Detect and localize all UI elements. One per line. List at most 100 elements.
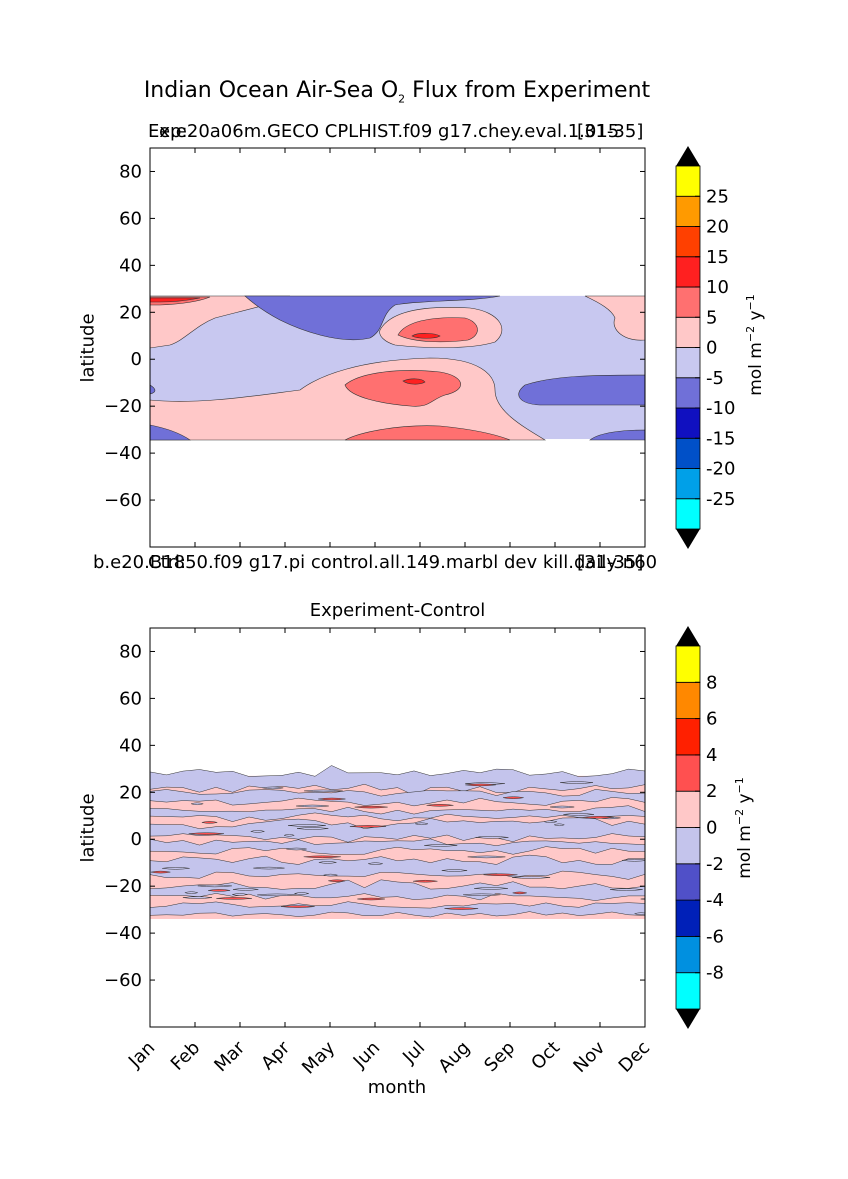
colorbar-segment: [675, 498, 701, 530]
y-tick-label: 20: [119, 302, 142, 323]
diff-streak: [293, 892, 310, 895]
x-tick-label: Dec: [615, 1037, 654, 1076]
diff-streak: [553, 823, 565, 827]
colorbar-extend-max: [676, 626, 700, 646]
x-tick-label: Jun: [349, 1037, 384, 1072]
panel2-y-ticks: 80 60 40 20 0 −20 −40 −60: [104, 641, 645, 991]
diff-streak: [475, 836, 509, 839]
colorbar-extend-min: [676, 529, 700, 549]
y-tick-label: −60: [104, 970, 142, 991]
colorbar-segment: [675, 407, 701, 439]
y-tick-label: 40: [119, 735, 142, 756]
colorbar-segment: [675, 718, 701, 756]
diff-streak: [253, 866, 285, 870]
contour-south-peak: [402, 378, 426, 385]
colorbar-tick-label: -8: [706, 963, 724, 984]
colorbar-segment: [675, 972, 701, 1010]
diff-streak: [286, 847, 307, 851]
diff-streak: [563, 813, 595, 816]
diff-streak: [288, 824, 326, 827]
colorbar-extend-min: [676, 1009, 700, 1029]
contour-ne-positive: [584, 295, 645, 341]
contour-south-mid: [344, 370, 461, 407]
diff-streak: [511, 891, 528, 895]
colorbar-segment: [675, 226, 701, 258]
diff-negative-band: [150, 854, 645, 880]
y-tick-label: 60: [119, 688, 142, 709]
contour-center-north-peak: [411, 333, 441, 339]
colorbar-extend-max: [676, 146, 700, 166]
x-tick-label: Oct: [527, 1037, 564, 1074]
panel1-subtitle-left: Exp:: [148, 121, 188, 142]
diff-streak: [349, 825, 387, 828]
diff-streak: [640, 898, 645, 900]
contour-north-negative: [244, 295, 501, 341]
colorbar-tick-label: -2: [706, 854, 724, 875]
diff-streak: [197, 884, 232, 888]
diff-streak: [444, 907, 479, 910]
panel1-plot-area: [150, 295, 645, 441]
figure-title: Indian Ocean Air-Sea O2 Flux from Experi…: [143, 78, 651, 106]
colorbar-segment: [675, 347, 701, 379]
diff-streak: [543, 820, 558, 823]
diff-streak: [328, 879, 346, 883]
x-tick-label: Feb: [167, 1037, 204, 1074]
y-tick-label: 20: [119, 782, 142, 803]
diff-streak: [184, 891, 199, 894]
diff-streak: [512, 876, 551, 879]
diff-streak: [609, 888, 643, 891]
diff-negative-band: [150, 817, 645, 843]
diff-streak: [622, 859, 645, 862]
colorbar-segment: [675, 165, 701, 197]
colorbar-segment: [675, 863, 701, 901]
diff-streak: [283, 834, 295, 837]
diff-streak: [150, 870, 171, 874]
colorbar-tick-label: -5: [706, 368, 724, 389]
colorbar-tick-label: 0: [706, 818, 717, 839]
diff-negative-band: [150, 765, 645, 796]
diff-streak: [322, 873, 339, 877]
diff-streak: [412, 879, 438, 883]
panel1-x-ticks: [149, 148, 646, 547]
diff-negative-band: [150, 838, 645, 855]
diff-streak: [280, 905, 315, 908]
x-tick-label: Apr: [257, 1037, 294, 1074]
colorbar-segment: [675, 256, 701, 288]
y-tick-label: 60: [119, 208, 142, 229]
diff-streak: [216, 897, 252, 900]
colorbar-tick-label: 0: [706, 338, 717, 359]
diff-streak: [354, 805, 388, 809]
panel2-title: Experiment-Control: [309, 600, 486, 621]
colorbar-tick-label: 20: [706, 217, 729, 238]
colorbar-segment: [675, 827, 701, 865]
x-tick-label: Nov: [569, 1037, 609, 1077]
diff-streak: [550, 805, 575, 809]
colorbar-tick-label: -4: [706, 890, 724, 911]
colorbar-segment: [675, 936, 701, 974]
y-tick-label: 40: [119, 255, 142, 276]
diff-streak: [414, 822, 429, 826]
x-tick-label: Mar: [210, 1037, 249, 1076]
diff-streak: [441, 869, 468, 872]
colorbar-segment: [675, 754, 701, 792]
panel2-subtitle-right: [31-35]: [577, 552, 644, 573]
diff-streak: [200, 821, 219, 824]
x-tick-label: May: [298, 1037, 339, 1078]
diff-streak: [231, 893, 249, 896]
diff-streak: [232, 888, 259, 891]
contour-se-negative: [518, 374, 645, 406]
colorbar-tick-label: 10: [706, 277, 729, 298]
colorbar-tick-label: 15: [706, 247, 729, 268]
panel1-subtitle-right: [31-35]: [577, 121, 644, 142]
colorbar-tick-label: 5: [706, 307, 717, 328]
x-tick-label: Aug: [434, 1037, 474, 1077]
colorbar-segment: [675, 681, 701, 719]
colorbar-tick-label: 6: [706, 709, 717, 730]
panel1-frame: [149, 147, 646, 548]
colorbar-tick-label: 8: [706, 672, 717, 693]
y-tick-label: −20: [104, 396, 142, 417]
panel1-y-ticks: 80 60 40 20 0 −20 −40 −60: [104, 161, 645, 511]
diff-negative-band: [150, 901, 645, 918]
diff-streak: [318, 861, 337, 864]
colorbar-segment: [675, 286, 701, 318]
